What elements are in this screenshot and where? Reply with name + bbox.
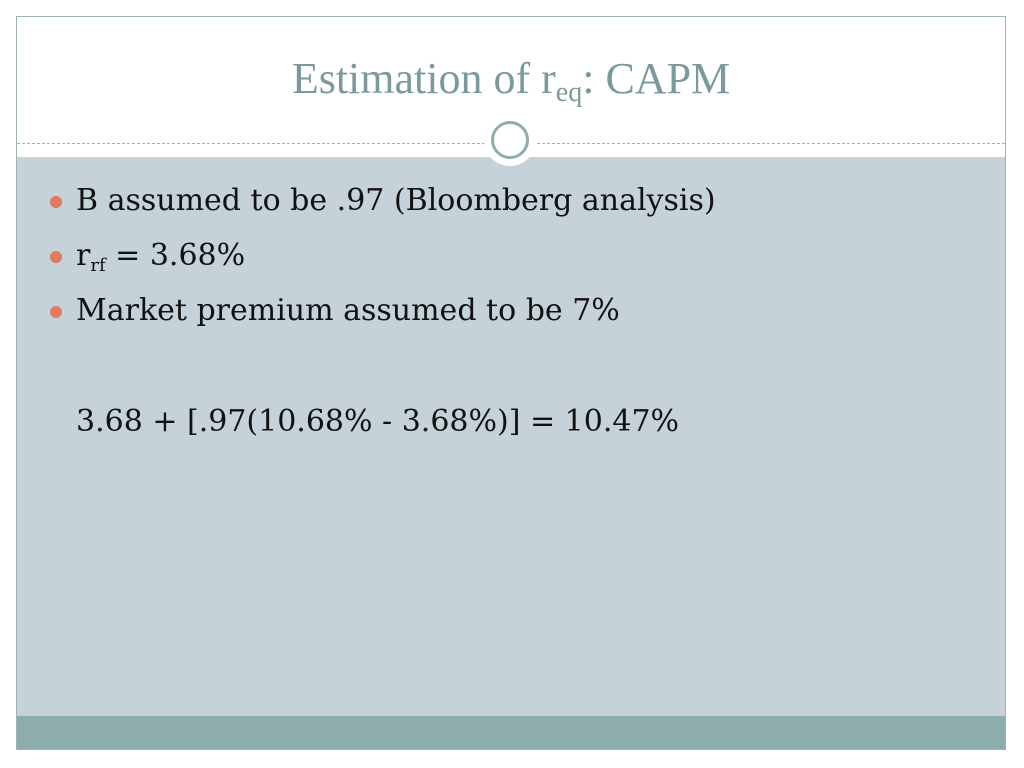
circle-ornament-icon (484, 114, 536, 166)
footer-bar (17, 716, 1005, 749)
capm-formula: 3.68 + [.97(10.68% - 3.68%)] = 10.47% (76, 404, 680, 439)
bullet-item-beta: B assumed to be .97 (Bloomberg analysis) (47, 179, 967, 234)
bullet-text: Market premium assumed to be 7% (76, 293, 620, 328)
slide-title-main: Estimation of r (291, 54, 556, 103)
content-area (17, 157, 1005, 716)
bullet-list: B assumed to be .97 (Bloomberg analysis)… (47, 179, 967, 344)
bullet-dot-icon (50, 306, 62, 318)
bullet-dot-icon (50, 196, 62, 208)
bullet-subscript: rf (90, 255, 106, 276)
bullet-prefix: r (76, 238, 91, 273)
bullet-item-risk-free-rate: rrf = 3.68% (47, 234, 967, 289)
bullet-dot-icon (50, 251, 62, 263)
slide: Estimation of req: CAPM B assumed to be … (16, 16, 1006, 750)
slide-title-subscript: eq (555, 77, 583, 108)
slide-title: Estimation of req: CAPM (17, 53, 1005, 108)
slide-title-suffix: : CAPM (582, 54, 731, 103)
circle-ornament-ring (491, 121, 529, 159)
bullet-text: B assumed to be .97 (Bloomberg analysis) (76, 183, 716, 218)
bullet-suffix: = 3.68% (105, 238, 246, 273)
bullet-item-market-premium: Market premium assumed to be 7% (47, 289, 967, 344)
